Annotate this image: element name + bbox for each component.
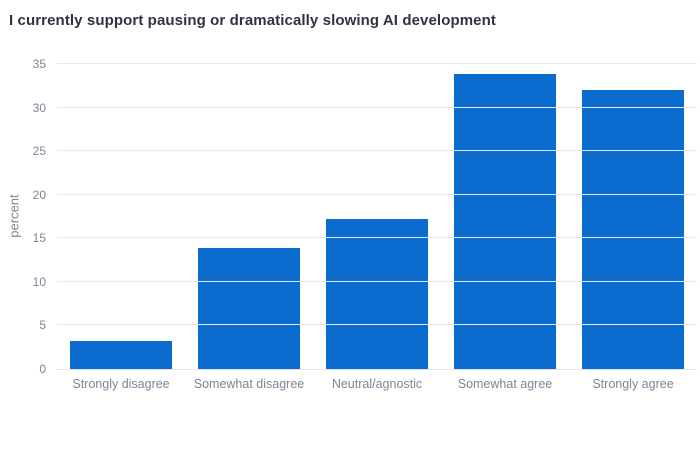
y-tick-label: 35 [32, 57, 46, 71]
gridline [57, 150, 697, 152]
gridline [57, 324, 697, 326]
y-tick-label: 15 [32, 231, 46, 246]
bar [69, 341, 173, 369]
x-tick-label: Strongly agree [592, 377, 674, 391]
x-axis-labels: Strongly disagree Somewhat disagree Neutra… [57, 377, 697, 391]
x-tick-label: Somewhat disagree [193, 377, 305, 391]
chart-title: I currently support pausing or dramatica… [9, 12, 496, 29]
bar [197, 247, 301, 369]
bar-band [57, 64, 185, 369]
gridline [57, 280, 697, 282]
plot-area: 0 5 10 15 20 25 30 35 [33, 57, 697, 376]
x-tick-label: Neutral/agnostic [331, 377, 423, 391]
y-tick-label: 25 [32, 144, 46, 159]
gridline [57, 63, 697, 64]
y-tick-label: 10 [32, 274, 46, 289]
bar [325, 219, 429, 369]
bar-band [185, 64, 313, 369]
bar-band [313, 64, 441, 369]
bar-series [57, 64, 697, 369]
y-tick-label: 5 [39, 318, 46, 333]
x-tick-label: Somewhat agree [457, 377, 553, 391]
y-tick-label: 0 [39, 362, 46, 376]
y-tick-label: 20 [32, 187, 46, 202]
bar [581, 90, 685, 369]
gridline [57, 106, 697, 108]
gridline [57, 193, 697, 195]
x-tick-label: Strongly disagree [72, 377, 170, 391]
y-tick-label: 30 [32, 100, 46, 115]
bar-band [441, 64, 569, 369]
bar-band [569, 64, 697, 369]
gridline [57, 237, 697, 239]
bar [453, 74, 557, 369]
